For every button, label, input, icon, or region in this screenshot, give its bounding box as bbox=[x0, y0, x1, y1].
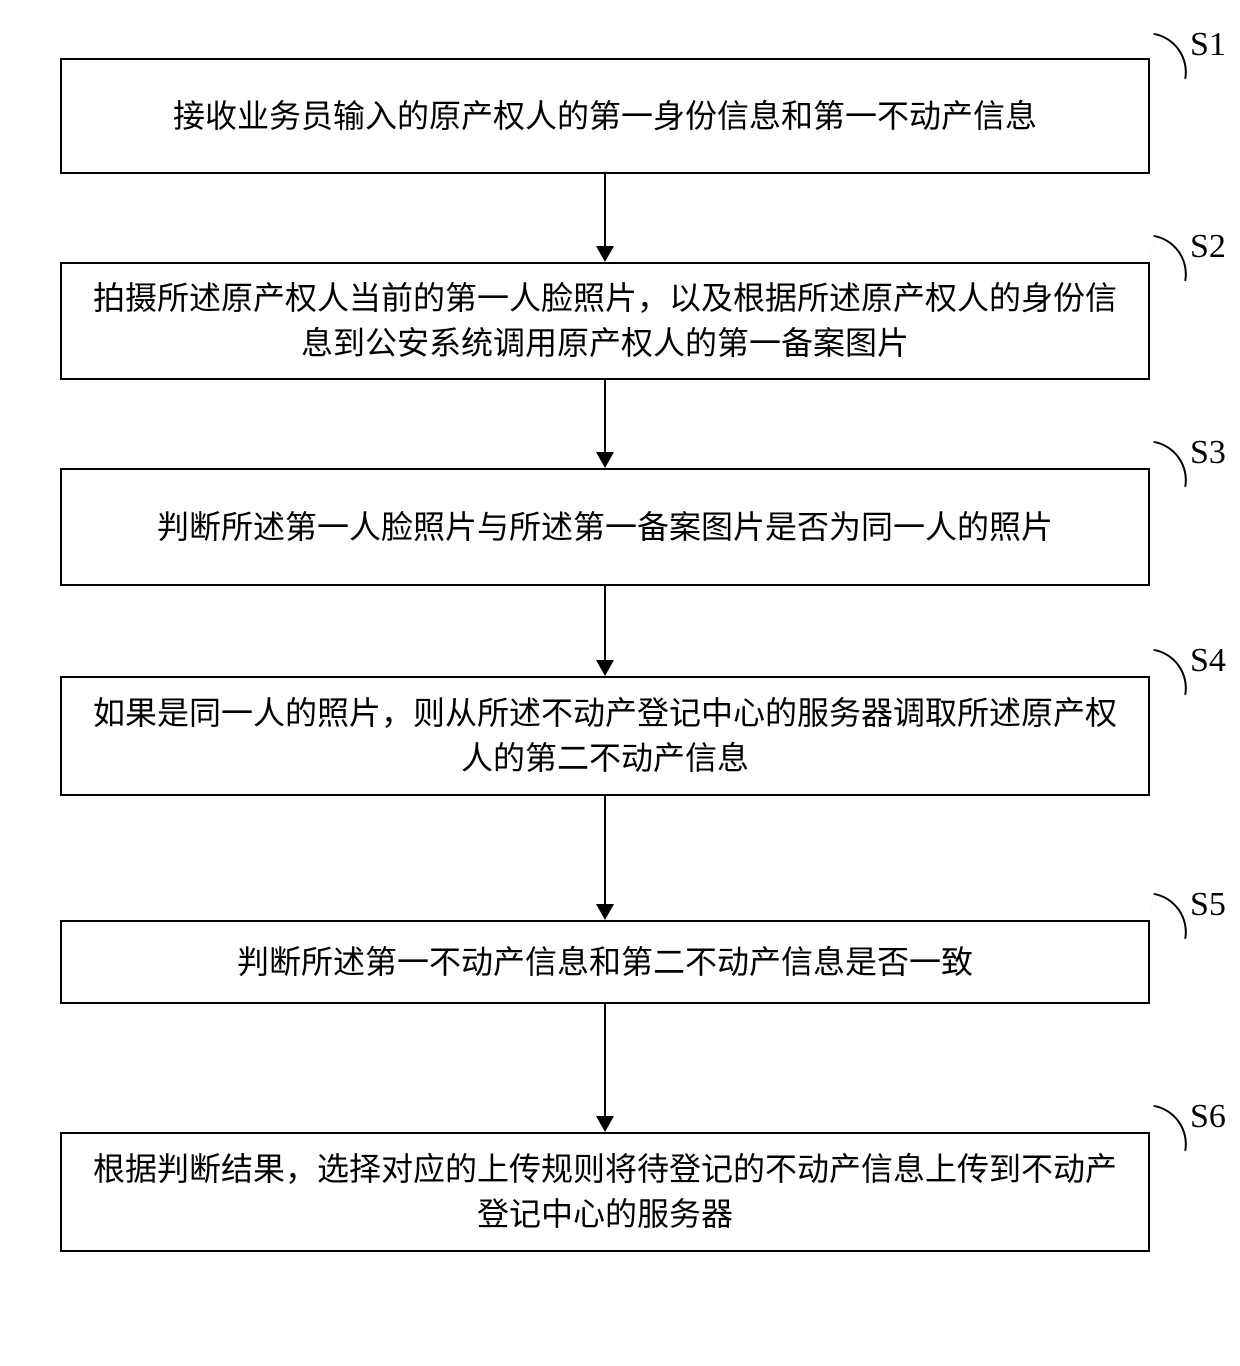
arrow-head-icon bbox=[596, 452, 614, 468]
step-label-s3: S3 bbox=[1190, 434, 1226, 472]
step-box-s4: 如果是同一人的照片，则从所述不动产登记中心的服务器调取所述原产权人的第二不动产信… bbox=[60, 676, 1150, 796]
step-box-s1: 接收业务员输入的原产权人的第一身份信息和第一不动产信息 bbox=[60, 58, 1150, 174]
label-connector bbox=[1147, 235, 1193, 281]
arrow-line bbox=[604, 796, 606, 904]
arrow-head-icon bbox=[596, 904, 614, 920]
step-label-s6: S6 bbox=[1190, 1098, 1226, 1136]
step-text: 根据判断结果，选择对应的上传规则将待登记的不动产信息上传到不动产登记中心的服务器 bbox=[82, 1147, 1128, 1237]
arrow-line bbox=[604, 586, 606, 660]
label-connector bbox=[1147, 441, 1193, 487]
step-box-s6: 根据判断结果，选择对应的上传规则将待登记的不动产信息上传到不动产登记中心的服务器 bbox=[60, 1132, 1150, 1252]
label-connector bbox=[1147, 649, 1193, 695]
step-label-s2: S2 bbox=[1190, 228, 1226, 266]
step-text: 接收业务员输入的原产权人的第一身份信息和第一不动产信息 bbox=[173, 94, 1037, 139]
arrow-head-icon bbox=[596, 246, 614, 262]
step-text: 拍摄所述原产权人当前的第一人脸照片，以及根据所述原产权人的身份信息到公安系统调用… bbox=[82, 276, 1128, 366]
step-text: 判断所述第一人脸照片与所述第一备案图片是否为同一人的照片 bbox=[157, 505, 1053, 550]
arrow-line bbox=[604, 380, 606, 452]
arrow-head-icon bbox=[596, 1116, 614, 1132]
arrow-line bbox=[604, 174, 606, 246]
label-connector bbox=[1147, 893, 1193, 939]
step-label-s5: S5 bbox=[1190, 886, 1226, 924]
step-box-s3: 判断所述第一人脸照片与所述第一备案图片是否为同一人的照片 bbox=[60, 468, 1150, 586]
step-label-s1: S1 bbox=[1190, 26, 1226, 64]
step-box-s2: 拍摄所述原产权人当前的第一人脸照片，以及根据所述原产权人的身份信息到公安系统调用… bbox=[60, 262, 1150, 380]
arrow-line bbox=[604, 1004, 606, 1116]
flowchart-canvas: 接收业务员输入的原产权人的第一身份信息和第一不动产信息 S1 拍摄所述原产权人当前的… bbox=[0, 0, 1240, 1366]
step-text: 判断所述第一不动产信息和第二不动产信息是否一致 bbox=[237, 940, 973, 985]
label-connector bbox=[1147, 33, 1193, 79]
step-label-s4: S4 bbox=[1190, 642, 1226, 680]
step-box-s5: 判断所述第一不动产信息和第二不动产信息是否一致 bbox=[60, 920, 1150, 1004]
arrow-head-icon bbox=[596, 660, 614, 676]
step-text: 如果是同一人的照片，则从所述不动产登记中心的服务器调取所述原产权人的第二不动产信… bbox=[82, 691, 1128, 781]
label-connector bbox=[1147, 1105, 1193, 1151]
